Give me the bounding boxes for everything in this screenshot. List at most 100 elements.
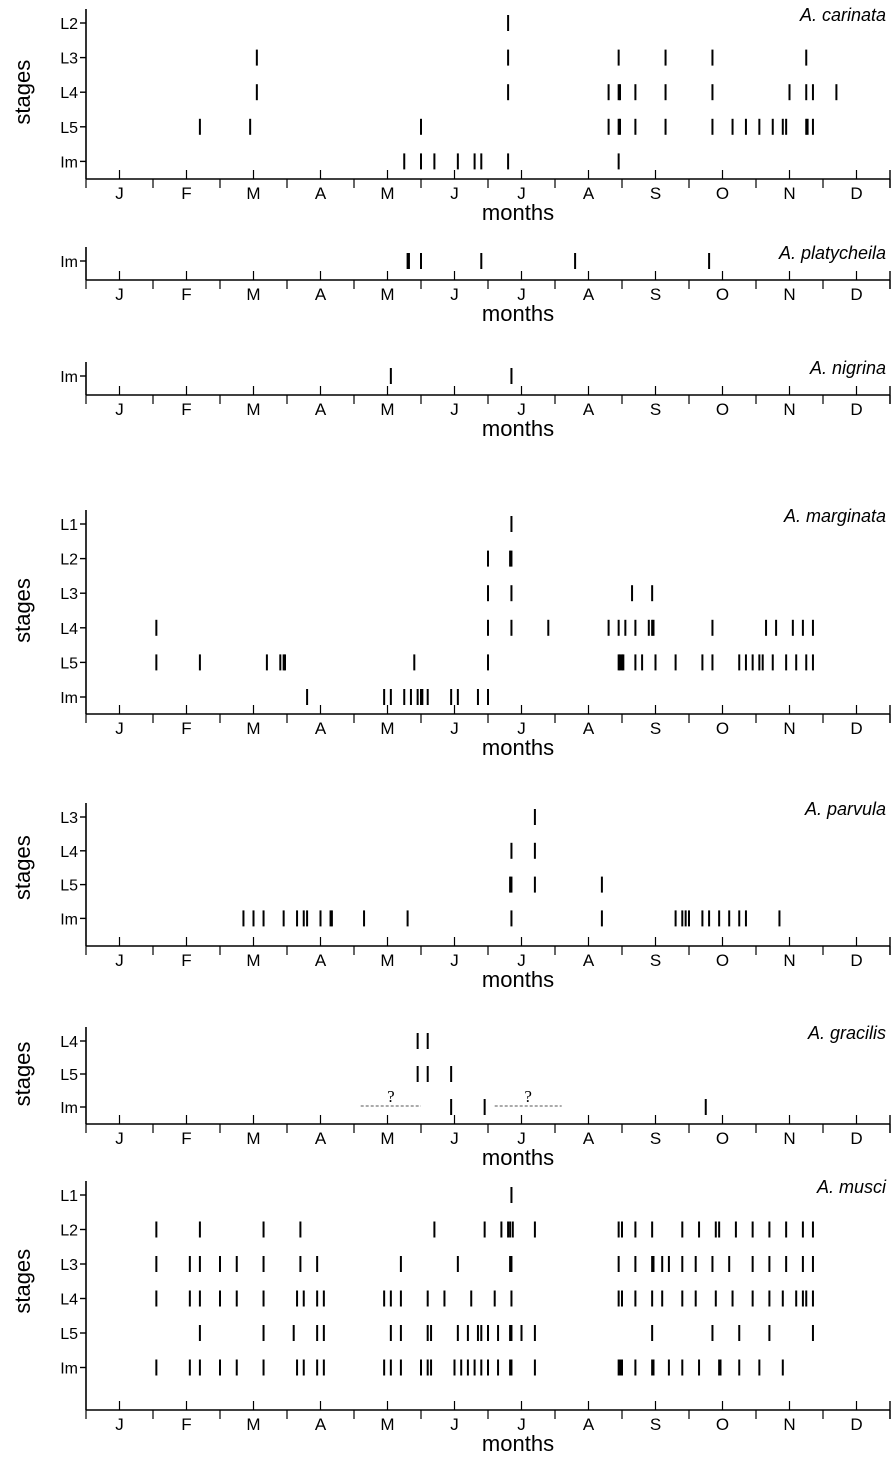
stage-tick-label: Im bbox=[60, 1100, 78, 1117]
month-tick-label: N bbox=[783, 951, 795, 970]
month-tick-label: A bbox=[583, 285, 595, 304]
month-tick-label: S bbox=[650, 1129, 661, 1148]
month-tick-label: J bbox=[450, 1129, 459, 1148]
stage-tick-label: Im bbox=[60, 154, 78, 171]
month-tick-label: J bbox=[450, 285, 459, 304]
month-tick-label: O bbox=[716, 184, 729, 203]
stage-tick-label: L4 bbox=[60, 844, 78, 861]
month-tick-label: J bbox=[517, 400, 526, 419]
stage-tick-label: L3 bbox=[60, 1257, 78, 1274]
stage-tick-label: L2 bbox=[60, 552, 78, 569]
x-axis-label: months bbox=[482, 967, 554, 992]
month-tick-label: N bbox=[783, 400, 795, 419]
month-tick-label: F bbox=[181, 400, 191, 419]
month-tick-label: J bbox=[450, 951, 459, 970]
month-tick-label: F bbox=[181, 1415, 191, 1434]
month-tick-label: O bbox=[716, 1129, 729, 1148]
stage-tick-label: L5 bbox=[60, 120, 78, 137]
chart-title: A. gracilis bbox=[807, 1023, 886, 1043]
month-tick-label: M bbox=[380, 1129, 394, 1148]
chart-title: A. parvula bbox=[804, 799, 886, 819]
month-tick-label: N bbox=[783, 1415, 795, 1434]
month-tick-label: S bbox=[650, 1415, 661, 1434]
chart-title: A. carinata bbox=[799, 5, 886, 25]
y-axis-label: stages bbox=[10, 835, 35, 900]
stage-tick-label: L5 bbox=[60, 1326, 78, 1343]
stage-tick-label: Im bbox=[60, 369, 78, 386]
month-tick-label: A bbox=[315, 285, 327, 304]
stage-tick-label: L2 bbox=[60, 1223, 78, 1240]
month-tick-label: D bbox=[850, 1129, 862, 1148]
chart-title: A. marginata bbox=[783, 506, 886, 526]
month-tick-label: D bbox=[850, 400, 862, 419]
month-tick-label: J bbox=[115, 400, 124, 419]
month-tick-label: D bbox=[850, 184, 862, 203]
month-tick-label: J bbox=[517, 184, 526, 203]
y-axis-label: stages bbox=[10, 1042, 35, 1107]
stage-tick-label: L1 bbox=[60, 1188, 78, 1205]
x-axis-label: months bbox=[482, 1145, 554, 1170]
chart-title: A. nigrina bbox=[809, 358, 886, 378]
x-axis-label: months bbox=[482, 1431, 554, 1456]
month-tick-label: M bbox=[246, 951, 260, 970]
stage-tick-label: L4 bbox=[60, 1292, 78, 1309]
month-tick-label: A bbox=[583, 1129, 595, 1148]
month-tick-label: S bbox=[650, 951, 661, 970]
month-tick-label: O bbox=[716, 285, 729, 304]
month-tick-label: J bbox=[115, 1415, 124, 1434]
x-axis-label: months bbox=[482, 735, 554, 760]
month-tick-label: A bbox=[315, 1415, 327, 1434]
month-tick-label: F bbox=[181, 285, 191, 304]
month-tick-label: S bbox=[650, 184, 661, 203]
month-tick-label: O bbox=[716, 1415, 729, 1434]
month-tick-label: N bbox=[783, 285, 795, 304]
month-tick-label: M bbox=[380, 184, 394, 203]
month-tick-label: S bbox=[650, 719, 661, 738]
stage-tick-label: Im bbox=[60, 254, 78, 271]
x-axis-label: months bbox=[482, 416, 554, 441]
month-tick-label: M bbox=[380, 1415, 394, 1434]
stage-tick-label: Im bbox=[60, 690, 78, 707]
month-tick-label: J bbox=[450, 719, 459, 738]
month-tick-label: N bbox=[783, 184, 795, 203]
month-tick-label: M bbox=[380, 719, 394, 738]
stage-tick-label: L5 bbox=[60, 1067, 78, 1084]
month-tick-label: J bbox=[517, 719, 526, 738]
month-tick-label: M bbox=[380, 951, 394, 970]
month-tick-label: M bbox=[380, 400, 394, 419]
month-tick-label: J bbox=[115, 184, 124, 203]
month-tick-label: A bbox=[315, 400, 327, 419]
x-axis-label: months bbox=[482, 200, 554, 225]
month-tick-label: M bbox=[246, 184, 260, 203]
stage-tick-label: L3 bbox=[60, 810, 78, 827]
month-tick-label: A bbox=[583, 719, 595, 738]
month-tick-label: M bbox=[246, 400, 260, 419]
month-tick-label: J bbox=[517, 285, 526, 304]
month-tick-label: D bbox=[850, 719, 862, 738]
stage-tick-label: L4 bbox=[60, 85, 78, 102]
month-tick-label: F bbox=[181, 719, 191, 738]
month-tick-label: A bbox=[315, 184, 327, 203]
month-tick-label: A bbox=[315, 719, 327, 738]
stage-tick-label: L2 bbox=[60, 16, 78, 33]
month-tick-label: J bbox=[115, 719, 124, 738]
stage-tick-label: L5 bbox=[60, 878, 78, 895]
month-tick-label: D bbox=[850, 1415, 862, 1434]
month-tick-label: J bbox=[115, 1129, 124, 1148]
month-tick-label: M bbox=[246, 719, 260, 738]
month-tick-label: A bbox=[583, 1415, 595, 1434]
month-tick-label: M bbox=[246, 1129, 260, 1148]
month-tick-label: N bbox=[783, 1129, 795, 1148]
y-axis-label: stages bbox=[10, 1249, 35, 1314]
month-tick-label: M bbox=[246, 1415, 260, 1434]
stage-tick-label: L4 bbox=[60, 621, 78, 638]
month-tick-label: O bbox=[716, 951, 729, 970]
month-tick-label: D bbox=[850, 285, 862, 304]
month-tick-label: A bbox=[583, 951, 595, 970]
month-tick-label: F bbox=[181, 951, 191, 970]
month-tick-label: J bbox=[450, 1415, 459, 1434]
